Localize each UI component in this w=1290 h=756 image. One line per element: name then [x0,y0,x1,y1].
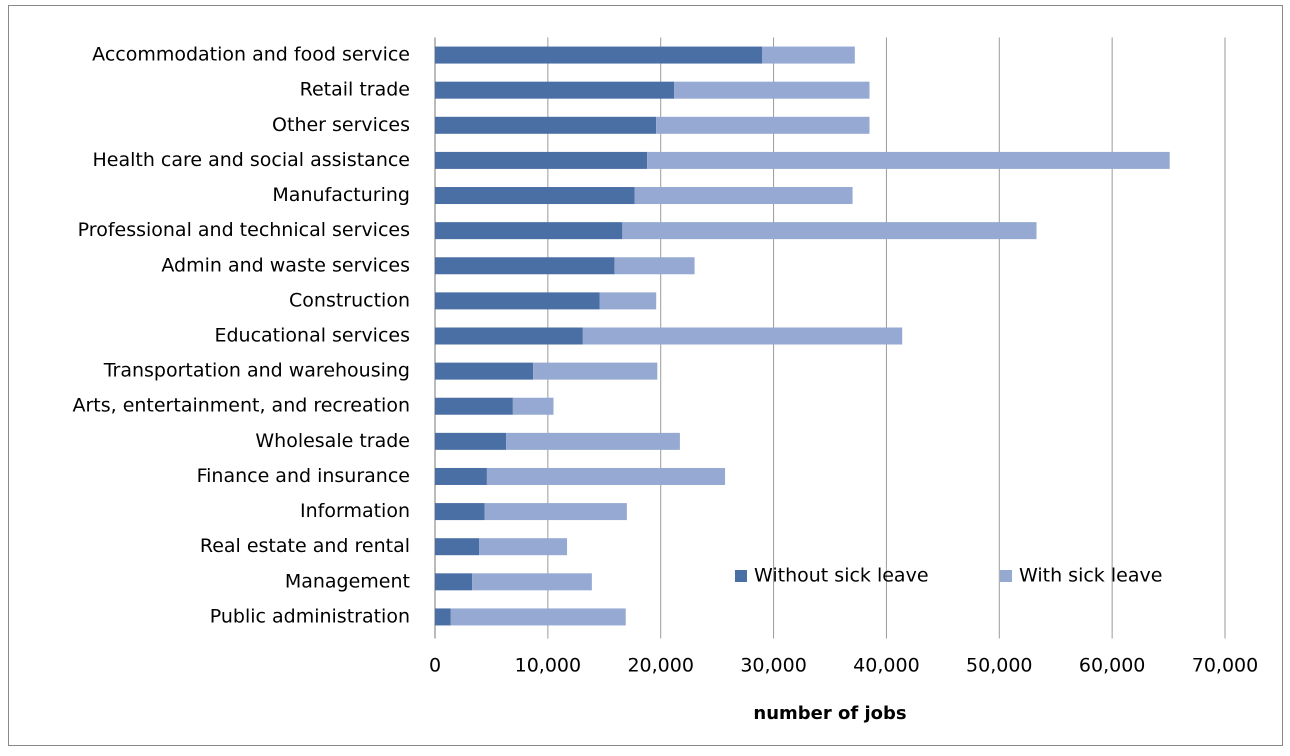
y-tick-label: Transportation and warehousing [103,360,410,382]
y-tick-label: Public administration [210,605,410,627]
bar-segment [435,397,513,415]
y-tick-label: Information [300,500,410,522]
y-tick-label: Real estate and rental [200,535,410,557]
x-tick-label: 0 [429,655,441,677]
y-tick-label: Health care and social assistance [92,149,410,171]
y-tick-label: Wholesale trade [255,430,410,452]
bar-segment [435,432,507,450]
bar-segment [435,292,600,310]
bar-segment [435,503,485,521]
bar-segment [512,397,554,415]
x-tick-label: 50,000 [966,655,1032,677]
bar-segment [674,81,870,99]
bar-segment [486,467,726,485]
x-tick-label: 30,000 [740,655,806,677]
y-tick-label: Arts, entertainment, and recreation [72,395,410,417]
y-tick-label: Professional and technical services [78,219,410,241]
x-tick-label: 60,000 [1079,655,1145,677]
bar-segment [435,116,657,134]
bar-segment [533,362,658,380]
bar-segment [435,81,675,99]
bar-segment [656,116,870,134]
legend-swatch [735,570,747,582]
bar-segment [435,187,635,205]
y-tick-label: Retail trade [300,79,410,101]
x-axis-title: number of jobs [753,703,906,724]
bar-segment [435,573,473,591]
bar-segment [582,327,903,345]
legend-label: With sick leave [1019,565,1162,587]
bar-segment [435,362,534,380]
bar-segment [647,151,1170,169]
y-tick-label: Construction [289,289,410,311]
bar-segment [634,187,853,205]
bar-segment [506,432,680,450]
y-tick-label: Finance and insurance [197,465,410,487]
bar-segment [614,257,695,275]
bar-segment [435,608,451,626]
x-tick-label: 40,000 [853,655,919,677]
bar-segment [435,327,583,345]
y-tick-label: Other services [272,114,410,136]
bar-segment [435,222,623,240]
bar-segment [484,503,627,521]
bar-segment [479,538,568,556]
y-tick-label: Admin and waste services [161,254,410,276]
bar-segment [599,292,657,310]
bar-segment [472,573,592,591]
legend-swatch [1000,570,1012,582]
legend-label: Without sick leave [754,565,929,587]
bar-segment [450,608,626,626]
bar-segment [435,538,480,556]
bar-segment [435,257,615,275]
y-tick-label: Management [285,570,410,592]
bar-segment [762,46,855,64]
y-tick-label: Accommodation and food service [92,44,410,66]
y-tick-label: Educational services [214,325,410,347]
x-tick-label: 10,000 [515,655,581,677]
bar-segment [435,467,487,485]
x-tick-label: 70,000 [1192,655,1258,677]
y-tick-label: Manufacturing [272,184,410,206]
bar-segment [435,151,648,169]
x-tick-label: 20,000 [627,655,693,677]
bar-segment [435,46,763,64]
bar-segment [622,222,1037,240]
